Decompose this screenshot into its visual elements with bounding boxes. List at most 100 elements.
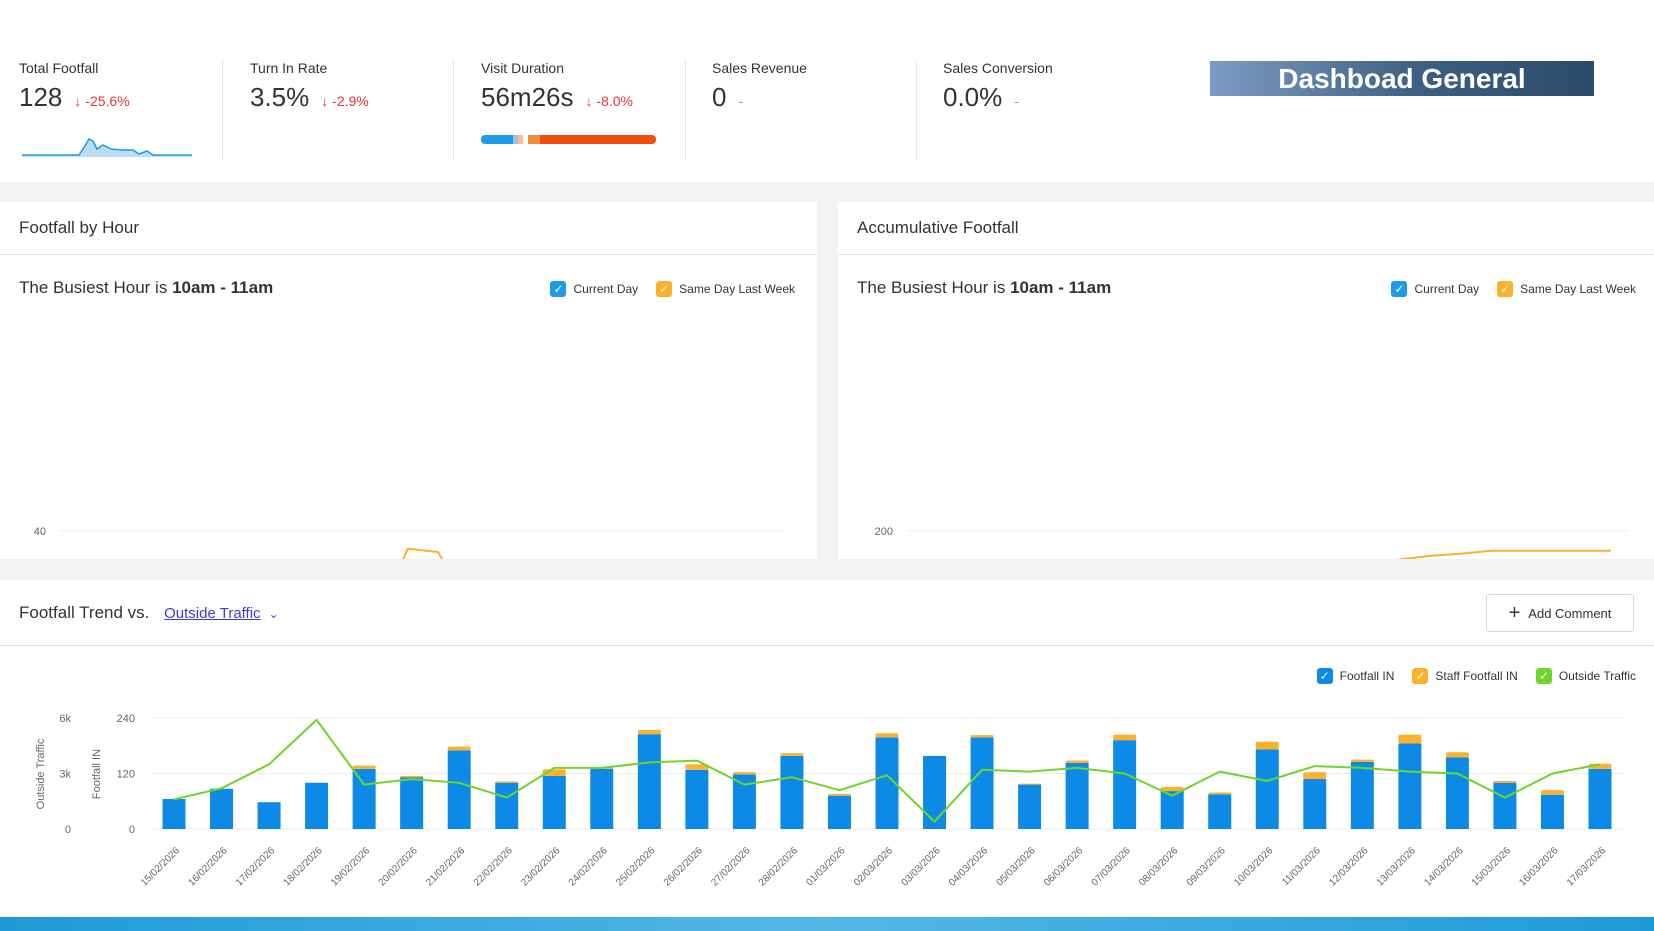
- x-tick-label: 19/02/2026: [329, 845, 372, 888]
- kpi-visit-duration[interactable]: Visit Duration 56m26s ↓ -8.0%: [481, 60, 656, 144]
- footfall-bar: [162, 798, 186, 829]
- kpi-total-footfall[interactable]: Total Footfall 128 ↓ -25.6%: [19, 60, 195, 157]
- outside-traffic-link[interactable]: Outside Traffic: [164, 605, 261, 622]
- panel-title: Footfall by Hour: [0, 202, 817, 255]
- staff-bar: [780, 753, 804, 756]
- kpi-sales-conversion[interactable]: Sales Conversion 0.0% -: [943, 60, 1053, 113]
- checkbox-checked-icon[interactable]: ✓: [1391, 281, 1408, 297]
- staff-bar: [732, 772, 756, 775]
- y2-tick-label: 3k: [59, 769, 71, 781]
- staff-bar: [1113, 734, 1137, 741]
- x-tick-label: 17/02/2026: [234, 845, 277, 888]
- staff-bar: [827, 793, 851, 796]
- y-tick-label: 40: [34, 526, 46, 538]
- panel-title: Accumulative Footfall: [838, 202, 1654, 255]
- footfall-bar: [590, 768, 614, 829]
- y-tick-label: 240: [117, 713, 135, 725]
- staff-bar: [542, 769, 566, 776]
- trend-header: Footfall Trend vs. Outside Traffic ⌄ + Add…: [0, 580, 1654, 646]
- checkbox-checked-icon[interactable]: ✓: [1316, 668, 1333, 684]
- kpi-turn-in-rate[interactable]: Turn In Rate 3.5% ↓ -2.9%: [250, 60, 369, 113]
- kpi-label: Total Footfall: [19, 60, 99, 76]
- staff-bar: [1588, 763, 1612, 769]
- footfall-bar: [875, 737, 899, 829]
- series-line: [402, 547, 444, 559]
- checkbox-checked-icon[interactable]: ✓: [1535, 668, 1552, 684]
- staff-bar: [1350, 759, 1374, 762]
- y2-tick-label: 6k: [59, 713, 71, 725]
- accumulative-footfall-panel: Accumulative Footfall The Busiest Hour i…: [838, 202, 1654, 559]
- x-tick-label: 26/02/2026: [662, 845, 705, 888]
- staff-bar: [1208, 792, 1232, 795]
- footfall-bar: [780, 755, 804, 829]
- staff-bar: [685, 764, 709, 770]
- staff-bar: [352, 765, 376, 769]
- x-tick-label: 15/03/2026: [1470, 845, 1513, 888]
- kpi-value: 3.5% ↓ -2.9%: [250, 82, 369, 113]
- staff-bar: [1540, 790, 1564, 795]
- x-tick-label: 23/02/2026: [519, 845, 562, 888]
- y-axis-label: Footfall IN: [91, 749, 103, 799]
- footfall-bar: [637, 734, 661, 829]
- legend-current-day[interactable]: ✓ Current Day: [550, 281, 638, 297]
- checkbox-checked-icon[interactable]: ✓: [1412, 668, 1429, 684]
- footfall-bar: [1303, 779, 1327, 829]
- footfall-bar: [827, 795, 851, 829]
- staff-bar: [1493, 780, 1517, 783]
- series-line: [1394, 549, 1611, 559]
- checkbox-checked-icon[interactable]: ✓: [656, 281, 673, 297]
- kpi-divider: [453, 60, 454, 160]
- x-tick-label: 28/02/2026: [757, 845, 800, 888]
- footfall-bar: [732, 774, 756, 829]
- x-tick-label: 04/03/2026: [947, 845, 990, 888]
- x-tick-label: 11/03/2026: [1280, 845, 1323, 888]
- footfall-bar: [1540, 794, 1564, 829]
- kpi-number: 56m26s: [481, 82, 574, 112]
- legend-current-day[interactable]: ✓ Current Day: [1391, 281, 1479, 297]
- staff-bar: [1398, 734, 1422, 744]
- footfall-bar: [1255, 749, 1279, 829]
- kpi-value: 128 ↓ -25.6%: [19, 82, 195, 113]
- footfall-by-hour-panel: Footfall by Hour The Busiest Hour is 10a…: [0, 202, 817, 559]
- add-comment-button[interactable]: + Add Comment: [1486, 594, 1634, 632]
- staff-bar: [637, 730, 661, 735]
- footfall-bar: [1445, 757, 1469, 829]
- x-tick-label: 05/03/2026: [995, 845, 1038, 888]
- checkbox-checked-icon[interactable]: ✓: [550, 281, 567, 297]
- x-tick-label: 14/03/2026: [1422, 845, 1465, 888]
- x-tick-label: 18/02/2026: [282, 845, 325, 888]
- legend-same-day-last-week[interactable]: ✓ Same Day Last Week: [656, 281, 795, 297]
- x-tick-label: 21/02/2026: [424, 845, 467, 888]
- kpi-value: 0-: [712, 82, 807, 113]
- footfall-bar: [447, 750, 471, 829]
- kpi-sales-revenue[interactable]: Sales Revenue 0-: [712, 60, 807, 113]
- legend-footfall-in[interactable]: ✓ Footfall IN: [1316, 668, 1394, 684]
- staff-bar: [1160, 786, 1184, 792]
- staff-bar: [1255, 741, 1279, 750]
- kpi-number: 3.5%: [250, 82, 310, 112]
- kpi-delta: -: [738, 93, 744, 109]
- bottom-accent-bar: [0, 917, 1654, 931]
- footfall-trend-panel: Footfall Trend vs. Outside Traffic ⌄ + Add…: [0, 580, 1654, 917]
- staff-bar: [1303, 772, 1327, 780]
- legend-staff-footfall-in[interactable]: ✓ Staff Footfall IN: [1412, 668, 1518, 684]
- kpi-label: Sales Revenue: [712, 60, 807, 76]
- footfall-bar: [685, 769, 709, 829]
- kpi-delta: ↓ -25.6%: [74, 93, 130, 109]
- kpi-divider: [222, 60, 223, 160]
- chevron-down-icon[interactable]: ⌄: [268, 607, 279, 621]
- legend-outside-traffic[interactable]: ✓ Outside Traffic: [1535, 668, 1636, 684]
- footfall-bar: [305, 782, 329, 829]
- plus-icon: +: [1508, 602, 1521, 624]
- footfall-bar: [1065, 762, 1089, 829]
- footfall-bar: [1350, 761, 1374, 829]
- x-tick-label: 17/03/2026: [1565, 845, 1608, 888]
- kpi-delta: ↓ -8.0%: [585, 93, 633, 109]
- legend-same-day-last-week[interactable]: ✓ Same Day Last Week: [1497, 281, 1636, 297]
- x-tick-label: 22/02/2026: [472, 845, 515, 888]
- checkbox-checked-icon[interactable]: ✓: [1497, 281, 1514, 297]
- kpi-label: Visit Duration: [481, 60, 565, 76]
- x-tick-label: 08/03/2026: [1137, 845, 1180, 888]
- staff-bar: [400, 775, 424, 778]
- kpi-number: 0.0%: [943, 82, 1003, 112]
